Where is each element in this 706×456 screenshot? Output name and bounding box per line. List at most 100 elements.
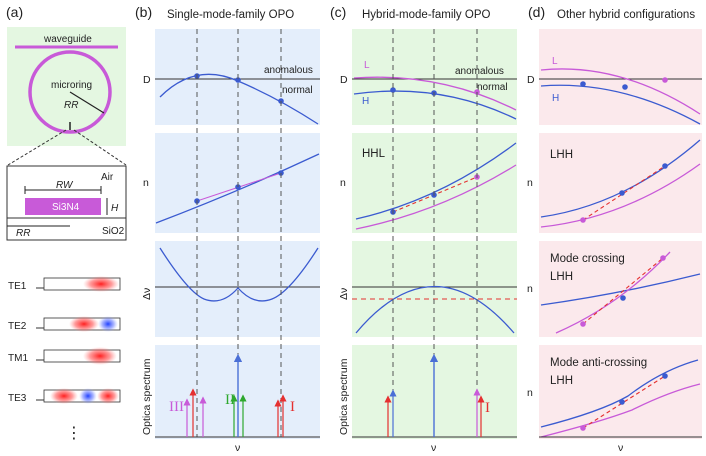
waveguide-label: waveguide [43, 34, 92, 45]
d-d-point-3 [662, 77, 668, 83]
b-normal-label: normal [282, 85, 313, 96]
microring-label: microring [51, 80, 92, 91]
c-ylabel-n: n [340, 177, 346, 189]
d-anticrossing-h [540, 359, 699, 428]
d-crossing-bg [539, 241, 702, 337]
d-lhh-bg [539, 133, 702, 233]
d-dispersion-h [540, 84, 701, 125]
b-index-curve [155, 153, 320, 224]
mode-te2-label: TE2 [8, 321, 27, 332]
d-crossing-point-2 [620, 295, 626, 301]
panel-d-title: Other hybrid configurations [557, 9, 695, 21]
d-crossing-point-3 [660, 255, 666, 261]
c-anomalous-label: anomalous [455, 66, 504, 77]
c-ylabel-dnu: Δν [338, 288, 350, 300]
panel-c-title: Hybrid-mode-family OPO [362, 9, 490, 21]
d-lhh-point-3 [662, 163, 668, 169]
d-anticrossing-title: Mode anti-crossing [550, 357, 647, 369]
d-ylabel-n3: n [527, 387, 533, 399]
b-idler-iii-label: III [169, 399, 184, 415]
b-d-point-pump [235, 77, 241, 83]
b-idler-ii-label: II [225, 392, 235, 408]
d-lhh-l [540, 163, 701, 228]
d-anticrossing-chord [582, 375, 666, 429]
d-anticrossing-point-2 [619, 399, 625, 405]
zoom-line-right [73, 129, 127, 166]
panel-a-label: (a) [6, 4, 23, 20]
h-label: H [111, 203, 119, 214]
more-modes-ellipsis: ⋮ [66, 425, 82, 442]
d-anticrossing-point-1 [580, 425, 586, 431]
d-ylabel-d: D [527, 74, 535, 86]
panel-d-label: (d) [528, 4, 545, 20]
c-dispersion-l [353, 76, 517, 111]
b-xlabel: ν [235, 442, 240, 454]
b-ylabel-n: n [143, 177, 149, 189]
d-crossing-title: Mode crossing [550, 253, 625, 265]
sio2-label: SiO2 [102, 226, 125, 237]
d-dispersion-l [540, 68, 701, 115]
d-ylabel-n1: n [527, 177, 533, 189]
d-crossing-point-1 [580, 321, 586, 327]
c-config-label: HHL [362, 148, 386, 160]
b-detuning-curve [159, 247, 319, 302]
d-d-point-1 [580, 81, 586, 87]
panel-b-title: Single-mode-family OPO [167, 9, 294, 21]
radius-line [69, 91, 105, 114]
rw-label: RW [56, 180, 74, 191]
d-curve-l-label: L [552, 56, 558, 67]
d-lhh-point-2 [619, 190, 625, 196]
d-anticrossing-config: LHH [550, 375, 573, 387]
c-xlabel: ν [431, 442, 436, 454]
c-curve-h-label: H [362, 96, 369, 107]
d-lhh-label: LHH [550, 149, 573, 161]
si3n4-core [25, 198, 101, 215]
c-curve-l-label: L [364, 60, 370, 71]
mode-tm1: TM1 [8, 347, 121, 365]
d-anticrossing-l [540, 383, 701, 438]
b-idler-i-label: I [290, 399, 295, 415]
b-ylabel-dnu: Δν [141, 288, 153, 300]
microring-circle [28, 50, 112, 134]
mode-te3-label: TE3 [8, 393, 27, 404]
d-crossing-l [555, 251, 671, 334]
mode-te1-label: TE1 [8, 281, 27, 292]
c-ylabel-d: D [340, 74, 348, 86]
d-xlabel: ν [618, 442, 623, 454]
b-ylabel-d: D [143, 74, 151, 86]
zoom-line-left [7, 129, 67, 166]
panel-c: (c) Hybrid-mode-family OPO L H anomalous… [330, 4, 517, 454]
c-dispersion-h [353, 90, 517, 120]
d-crossing-chord [582, 257, 664, 325]
d-lhh-point-1 [580, 217, 586, 223]
mode-tm1-label: TM1 [8, 353, 28, 364]
radius-label: RR [64, 100, 78, 111]
c-ylabel-spectrum: Optica spectrum [338, 358, 350, 435]
rr-bottom-label: RR [16, 228, 30, 239]
c-index-h [355, 142, 517, 220]
panel-b: (b) Single-mode-family OPO anomalous nor… [135, 4, 320, 454]
c-index-l [355, 164, 517, 230]
d-curve-h-label: H [552, 93, 559, 104]
c-d-point-signal [390, 87, 396, 93]
d-d-point-2 [622, 84, 628, 90]
mode-te2: TE2 [8, 316, 121, 332]
c-normal-label: normal [477, 82, 508, 93]
mode-te3: TE3 [8, 388, 121, 404]
mode-te1: TE1 [8, 276, 121, 292]
d-anticrossing-point-3 [662, 373, 668, 379]
d-ylabel-n2: n [527, 283, 533, 295]
d-crossing-h [540, 273, 701, 306]
b-anomalous-label: anomalous [264, 65, 313, 76]
c-detuning-curve [355, 286, 515, 334]
panel-d: (d) Other hybrid configurations L H LHH … [527, 4, 702, 454]
panel-c-label: (c) [330, 4, 346, 20]
panel-a: (a) waveguide microring RR Air RW Si3N4 … [6, 4, 127, 442]
air-label: Air [101, 172, 114, 183]
panel-b-label: (b) [135, 4, 152, 20]
c-idler-i-label: I [485, 400, 490, 416]
d-crossing-config: LHH [550, 271, 573, 283]
si3n4-label: Si3N4 [52, 202, 80, 213]
b-ylabel-spectrum: Optica spectrum [141, 358, 153, 435]
